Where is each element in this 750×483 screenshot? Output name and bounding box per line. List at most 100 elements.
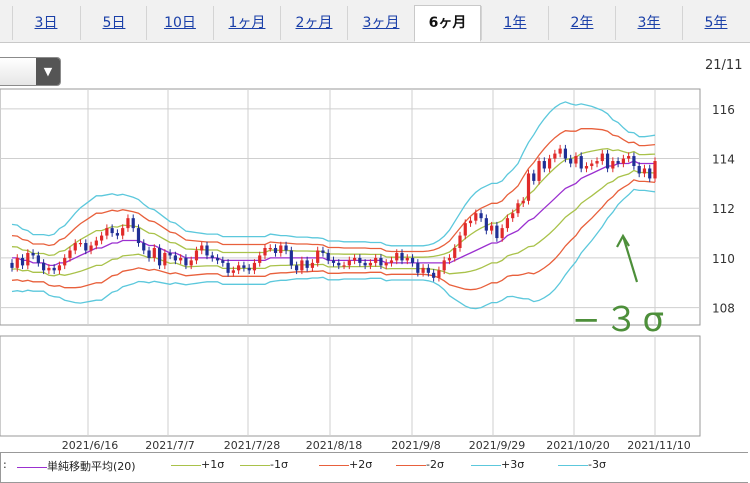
legend-item-0: 単純移動平均(20) <box>15 458 136 474</box>
tab-2[interactable]: 10日 <box>146 6 213 40</box>
candle-body-83 <box>447 257 452 261</box>
candle-body-17 <box>99 235 104 241</box>
tab-8[interactable]: 2年 <box>548 6 615 40</box>
tab-10[interactable]: 5年 <box>682 6 749 40</box>
candle-body-69 <box>374 257 378 263</box>
tab-1[interactable]: 5日 <box>80 6 147 40</box>
candle-body-4 <box>31 252 35 256</box>
candle-body-34 <box>189 260 193 266</box>
candle-body-5 <box>36 255 40 263</box>
candle-body-29 <box>163 252 167 266</box>
candle-body-57 <box>310 262 315 268</box>
legend-label-0: 単純移動平均(20) <box>47 460 136 473</box>
bollinger-bands <box>11 101 656 310</box>
candle-body-88 <box>474 213 478 221</box>
candle-body-59 <box>321 250 325 253</box>
candle-body-80 <box>432 272 436 278</box>
candle-body-85 <box>458 235 462 248</box>
candle-body-41 <box>226 262 230 273</box>
candle-body-52 <box>284 245 288 251</box>
chart-legend: : 単純移動平均(20) +1σ -1σ +2σ -2σ +3σ -3σ <box>0 452 748 483</box>
x-axis-labels: 2021/6/16 2021/7/7 2021/7/28 2021/8/18 2021/… <box>62 439 691 452</box>
candle-body-97 <box>521 200 525 204</box>
legend-label-3: +2σ <box>349 458 373 471</box>
legend-swatch-1 <box>171 464 201 466</box>
candle-body-32 <box>179 257 183 261</box>
candle-body-23 <box>131 218 135 229</box>
candle-body-100 <box>537 161 541 181</box>
candle-body-98 <box>526 173 531 201</box>
y-tick-1: 110 <box>712 252 735 266</box>
candle-body-6 <box>42 262 46 271</box>
y-tick-3: 114 <box>712 153 735 167</box>
candle-body-121 <box>648 168 652 179</box>
candle-body-60 <box>326 252 330 261</box>
candle-body-94 <box>505 218 510 229</box>
minus-2-sigma-line <box>11 179 656 291</box>
candle-body-54 <box>295 265 299 271</box>
x-tick-3: 2021/8/18 <box>306 439 362 452</box>
candle-body-24 <box>136 228 141 244</box>
candle-body-70 <box>379 257 383 266</box>
candle-body-33 <box>184 257 188 266</box>
candle-body-27 <box>152 247 156 258</box>
candle-body-95 <box>511 213 515 219</box>
candle-body-39 <box>215 257 220 261</box>
legend-item-2: -1σ <box>238 458 288 471</box>
candle-body-56 <box>305 260 309 268</box>
legend-item-4: -2σ <box>394 458 444 471</box>
candle-body-11 <box>68 250 72 258</box>
candle-body-12 <box>73 243 77 251</box>
candle-body-2 <box>20 257 25 266</box>
candle-body-112 <box>600 153 604 162</box>
candle-body-31 <box>173 255 177 261</box>
candle-body-102 <box>547 158 552 169</box>
candle-body-8 <box>52 267 56 271</box>
candle-body-68 <box>368 262 372 266</box>
candle-body-67 <box>363 262 367 266</box>
candle-body-120 <box>642 168 647 174</box>
chevron-down-icon[interactable]: ▼ <box>36 58 60 85</box>
candle-body-72 <box>389 260 394 263</box>
tab-0[interactable]: 3日 <box>12 6 79 40</box>
candle-body-78 <box>421 267 425 273</box>
x-tick-2: 2021/7/28 <box>224 439 280 452</box>
candle-body-30 <box>168 252 172 256</box>
tab-4[interactable]: 2ヶ月 <box>280 6 347 40</box>
candle-body-90 <box>484 218 488 231</box>
legend-swatch-3 <box>319 464 349 466</box>
y-tick-0: 108 <box>712 302 735 316</box>
tab-6[interactable]: 6ヶ月 <box>414 5 481 42</box>
candle-body-96 <box>516 203 520 214</box>
candle-body-7 <box>47 267 51 271</box>
chart-type-dropdown[interactable]: ▼ <box>0 57 61 86</box>
candle-body-73 <box>395 252 399 261</box>
candle-body-111 <box>595 161 599 164</box>
tab-5[interactable]: 3ヶ月 <box>347 6 414 40</box>
candle-body-107 <box>574 156 578 164</box>
candle-body-22 <box>126 218 130 229</box>
tab-3[interactable]: 1ヶ月 <box>213 6 280 40</box>
candle-body-51 <box>279 245 283 253</box>
candle-body-14 <box>84 243 88 251</box>
candle-body-115 <box>616 161 620 164</box>
legend-item-6: -3σ <box>556 458 606 471</box>
plus-1-sigma-line <box>11 147 656 258</box>
candle-body-119 <box>637 166 641 174</box>
candle-body-113 <box>605 153 610 169</box>
candle-body-118 <box>632 156 636 167</box>
tab-9[interactable]: 3年 <box>615 6 682 40</box>
candle-body-62 <box>337 262 341 266</box>
minus-3-sigma-line <box>11 188 656 310</box>
x-tick-7: 2021/11/10 <box>627 439 690 452</box>
tab-7[interactable]: 1年 <box>481 6 548 40</box>
candle-body-61 <box>331 260 336 263</box>
y-tick-2: 112 <box>712 202 735 216</box>
candle-body-37 <box>205 245 209 256</box>
candle-body-79 <box>426 267 430 273</box>
candle-body-19 <box>110 228 114 234</box>
candle-body-104 <box>558 148 562 154</box>
legend-label-4: -2σ <box>426 458 444 471</box>
candle-body-108 <box>579 156 583 169</box>
grid-lines <box>0 89 700 436</box>
